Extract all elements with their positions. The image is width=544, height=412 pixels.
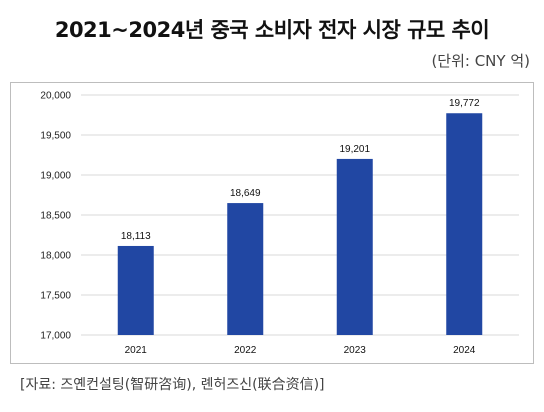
y-tick-label: 18,000 [40, 251, 71, 262]
x-tick-label: 2022 [234, 345, 257, 356]
bar [227, 203, 264, 335]
data-label: 19,201 [339, 144, 370, 155]
unit-label: (단위: CNY 억) [431, 52, 530, 70]
x-tick-label: 2021 [125, 345, 148, 356]
chart-area: 17,000 17,500 18,000 18,500 19,000 19,500 20,0… [10, 82, 534, 364]
data-label: 18,113 [121, 231, 151, 242]
y-tick-label: 20,000 [40, 91, 71, 102]
y-tick-label: 17,000 [40, 331, 71, 342]
data-label: 19,772 [449, 98, 480, 109]
x-tick-label: 2023 [344, 345, 367, 356]
y-tick-label: 17,500 [40, 291, 71, 302]
x-tick-label: 2024 [453, 345, 476, 356]
source-note: [자료: 즈옌컨설팅(智研咨询), 롄허즈신(联合资信)] [20, 377, 325, 393]
y-tick-label: 19,000 [40, 171, 71, 182]
bar [446, 113, 483, 336]
bar [336, 158, 373, 335]
y-tick-label: 19,500 [40, 131, 71, 142]
chart-title: 2021~2024년 중국 소비자 전자 시장 규모 추이 [54, 18, 490, 42]
data-label: 18,649 [230, 188, 261, 199]
y-tick-label: 18,500 [40, 211, 71, 222]
bar [117, 245, 154, 335]
bar-chart: 17,000 17,500 18,000 18,500 19,000 19,500 20,0… [40, 91, 519, 356]
